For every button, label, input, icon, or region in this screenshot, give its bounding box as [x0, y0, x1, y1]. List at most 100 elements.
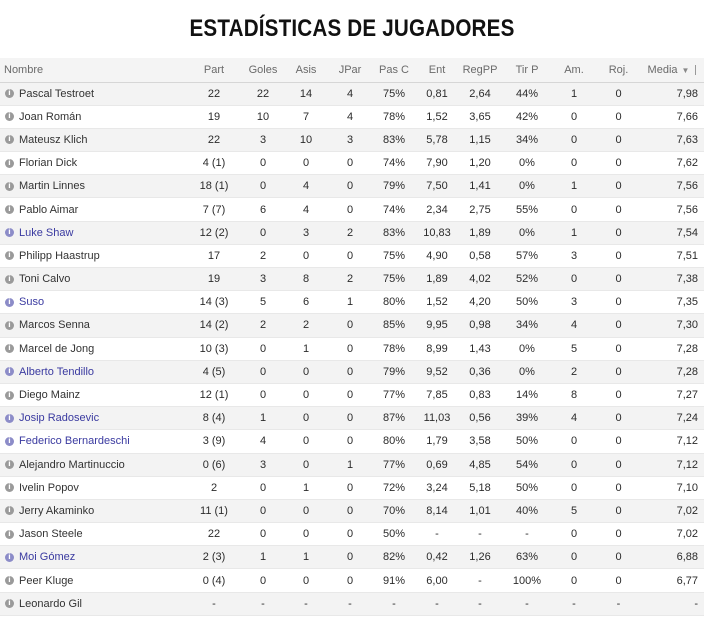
cell-pasc: 80% — [371, 429, 417, 454]
cell-goles: 0 — [243, 174, 283, 199]
table-row[interactable]: i Pascal Testroet 22 22 14 4 75% 0,81 2,64 44% 1 0 7… — [0, 82, 704, 106]
cell-jpar: 3 — [329, 128, 371, 153]
player-name[interactable]: Suso — [19, 296, 45, 309]
table-row[interactable]: i Jason Steele 22 0 0 0 50% - - -0 0 7,02 — [0, 522, 704, 547]
info-icon[interactable]: i — [5, 436, 14, 446]
table-row[interactable]: i Suso 14 (3) 5 6 1 80% 1,52 4,20 50% 3 0 7,35 — [0, 290, 704, 315]
cell-media: 7,27 — [640, 383, 704, 408]
info-icon[interactable]: i — [5, 135, 14, 145]
column-header-regpp[interactable]: RegPP — [457, 58, 503, 83]
table-row[interactable]: i Alberto Tendillo 4 (5) 0 0 0 79% 9,52 0,36 0% 2 0… — [0, 360, 704, 384]
table-row[interactable]: i Jerry Akaminko 11 (1) 0 0 0 70% 8,14 1,01 40% 5 0… — [0, 499, 704, 524]
info-icon[interactable]: i — [5, 297, 14, 307]
info-icon[interactable]: i — [5, 320, 14, 330]
cell-am: 4 — [551, 406, 597, 431]
table-row[interactable]: i Moi Gómez 2 (3) 1 1 0 82% 0,42 1,26 63% 0 0 6,88 — [0, 545, 704, 570]
info-icon[interactable]: i — [5, 205, 14, 215]
info-icon[interactable]: i — [5, 506, 14, 516]
column-header-part[interactable]: Part — [185, 58, 243, 83]
cell-pasc: 77% — [371, 383, 417, 408]
table-row[interactable]: i Martin Linnes 18 (1) 0 4 0 79% 7,50 1,41 0% 1 0 7,… — [0, 174, 704, 199]
player-name: Jerry Akaminko — [19, 504, 95, 517]
cell-part: 19 — [185, 267, 243, 292]
info-icon[interactable]: i — [5, 529, 14, 539]
info-icon[interactable]: i — [5, 576, 14, 586]
column-header-tirp[interactable]: Tir P — [503, 58, 551, 83]
column-header-am[interactable]: Am. — [551, 58, 597, 83]
table-row[interactable]: i Florian Dick 4 (1) 0 0 0 74% 7,90 1,20 0% 0 0 7,62 — [0, 151, 704, 176]
player-cell: i Ivelin Popov — [0, 476, 185, 500]
cell-part: 11 (1) — [185, 499, 243, 524]
cell-part: 22 — [185, 128, 243, 153]
cell-goles: 0 — [243, 568, 283, 593]
info-icon[interactable]: i — [5, 367, 14, 377]
info-icon[interactable]: i — [5, 552, 14, 562]
cell-regpp: - — [457, 522, 503, 547]
cell-tirp: 50% — [503, 476, 551, 500]
table-row[interactable]: i Josip Radosevic 8 (4) 1 0 0 87% 11,03 0,56 39% 4… — [0, 406, 704, 431]
column-header-ent[interactable]: Ent — [417, 58, 457, 83]
table-row[interactable]: i Pablo Aimar 7 (7) 6 4 0 74% 2,34 2,75 55% 0 0 7,56 — [0, 197, 704, 222]
cell-jpar: 0 — [329, 360, 371, 384]
player-cell: i Jerry Akaminko — [0, 499, 185, 524]
cell-roj: 0 — [597, 151, 640, 176]
column-header-roj[interactable]: Roj. — [597, 58, 640, 83]
info-icon[interactable]: i — [5, 460, 14, 470]
player-name[interactable]: Alberto Tendillo — [19, 365, 95, 378]
cell-regpp: 4,20 — [457, 290, 503, 315]
table-row[interactable]: i Luke Shaw 12 (2) 0 3 2 83% 10,83 1,89 0% 1 0 7,54 — [0, 221, 704, 245]
player-name[interactable]: Moi Gómez — [19, 551, 76, 564]
table-row[interactable]: i Diego Mainz 12 (1) 0 0 0 77% 7,85 0,83 14% 8 0 7,2… — [0, 383, 704, 408]
info-icon[interactable]: i — [5, 112, 14, 122]
info-icon[interactable]: i — [5, 483, 14, 493]
info-icon[interactable]: i — [5, 251, 14, 261]
column-header-nombre[interactable]: Nombre — [0, 58, 185, 83]
cell-ent: 3,24 — [417, 476, 457, 500]
table-row[interactable]: i Alejandro Martinuccio 0 (6) 3 0 1 77% 0,69 4,8… — [0, 453, 704, 477]
cell-pasc: 75% — [371, 82, 417, 106]
table-row[interactable]: i Peer Kluge 0 (4) 0 0 0 91% 6,00-100% 0 0 6,77 — [0, 568, 704, 593]
cell-media: 7,51 — [640, 244, 704, 269]
table-row[interactable]: i Marcos Senna 14 (2) 2 2 0 85% 9,95 0,98 34% 4 0 7,… — [0, 313, 704, 338]
info-icon[interactable]: i — [5, 390, 14, 400]
cell-goles: 2 — [243, 313, 283, 338]
player-name[interactable]: Luke Shaw — [19, 226, 74, 239]
cell-jpar: 1 — [329, 453, 371, 477]
table-row[interactable]: i Joan Román 19 10 7 4 78% 1,52 3,65 42% 0 0 7,66 — [0, 105, 704, 129]
info-icon[interactable]: i — [5, 413, 14, 423]
player-name[interactable]: Josip Radosevic — [19, 412, 100, 425]
column-header-goles[interactable]: Goles — [243, 58, 283, 83]
info-icon[interactable]: i — [5, 228, 14, 238]
cell-ent: 11,03 — [417, 406, 457, 431]
table-row[interactable]: i Toni Calvo 19 3 8 2 75% 1,89 4,02 52% 0 0 7,38 — [0, 267, 704, 292]
player-name: Joan Román — [19, 110, 82, 123]
cell-roj: 0 — [597, 429, 640, 454]
info-icon[interactable]: i — [5, 89, 14, 99]
table-row[interactable]: i Federico Bernardeschi 3 (9) 4 0 0 80% 1,79 3,5… — [0, 429, 704, 454]
info-icon[interactable]: i — [5, 274, 14, 284]
cell-asis: - — [283, 592, 329, 616]
cell-pasc: 83% — [371, 128, 417, 153]
cell-pasc: 83% — [371, 221, 417, 245]
player-name[interactable]: Federico Bernardeschi — [19, 435, 130, 448]
player-cell: i Peer Kluge — [0, 568, 185, 593]
info-icon[interactable]: i — [5, 158, 14, 168]
table-row[interactable]: i Philipp Haastrup 17 2 0 0 75% 4,90 0,58 57% 3 0 7,… — [0, 244, 704, 269]
column-header-jpar[interactable]: JPar — [329, 58, 371, 83]
cell-am: 0 — [551, 151, 597, 176]
info-icon[interactable]: i — [5, 344, 14, 354]
cell-tirp: 50% — [503, 290, 551, 315]
table-row[interactable]: i Leonardo Gil - - - - - - - - - - - — [0, 592, 704, 616]
cell-asis: 8 — [283, 267, 329, 292]
table-row[interactable]: i Mateusz Klich 22 3 10 3 83% 5,78 1,15 34% 0 0 7,63 — [0, 128, 704, 153]
cell-regpp: 3,65 — [457, 105, 503, 129]
column-header-pasc[interactable]: Pas C — [371, 58, 417, 83]
info-icon[interactable]: i — [5, 599, 14, 609]
info-icon[interactable]: i — [5, 181, 14, 191]
cell-am: 0 — [551, 429, 597, 454]
table-row[interactable]: i Marcel de Jong 10 (3) 0 1 0 78% 8,99 1,43 0% 5 0 7… — [0, 337, 704, 361]
column-header-asis[interactable]: Asis — [283, 58, 329, 83]
column-header-media[interactable]: Media ▼ — [640, 58, 704, 83]
table-row[interactable]: i Ivelin Popov 2 0 1 0 72% 3,24 5,18 50% 0 0 7,10 — [0, 476, 704, 500]
cell-goles: 0 — [243, 522, 283, 547]
